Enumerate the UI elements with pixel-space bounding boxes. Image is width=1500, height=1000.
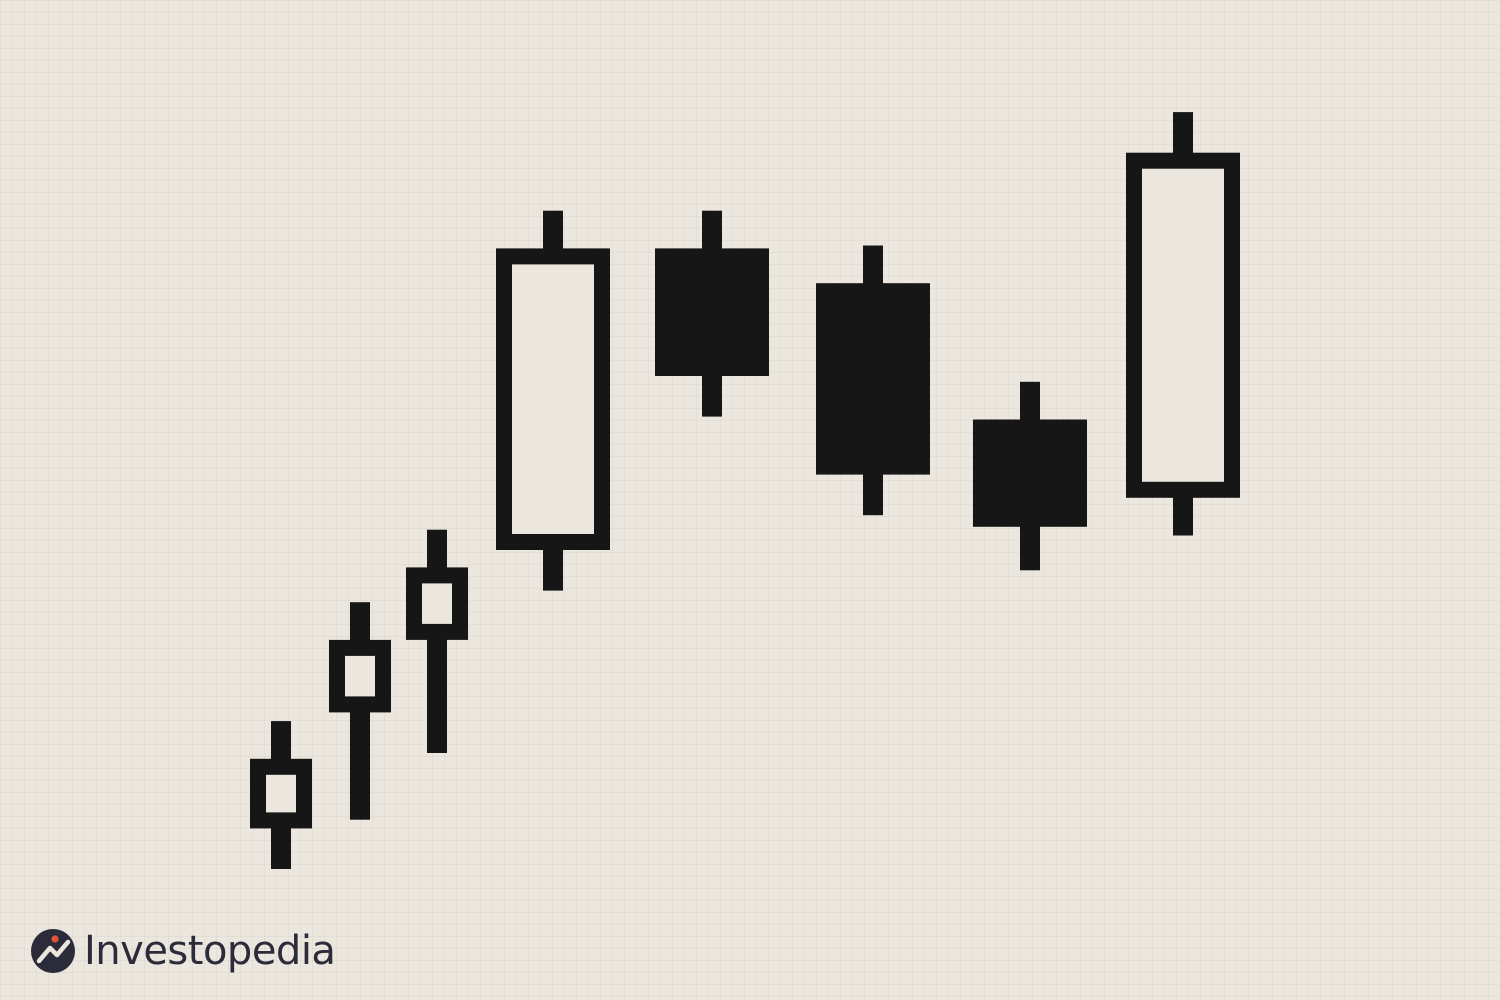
candle-1 — [250, 721, 312, 869]
candle-5 — [655, 210, 769, 417]
candle-body-hollow — [422, 583, 452, 624]
candle-body — [655, 248, 769, 376]
investopedia-logo: Investopedia — [30, 926, 336, 976]
candle-6 — [816, 245, 930, 516]
candle-body-hollow — [266, 774, 296, 813]
candle-body-hollow — [512, 264, 594, 534]
candle-8 — [1126, 112, 1240, 536]
candle-4 — [496, 210, 610, 591]
candle-body-hollow — [1142, 168, 1224, 482]
candle-3 — [406, 529, 468, 753]
candle-7 — [973, 381, 1087, 571]
investopedia-logo-icon — [31, 929, 75, 973]
candle-body — [973, 419, 1087, 527]
candle-2 — [329, 602, 391, 820]
candle-body — [816, 283, 930, 475]
candle-body-hollow — [345, 655, 375, 697]
candle-wick — [427, 529, 447, 753]
logo-text: Investopedia — [84, 928, 336, 974]
